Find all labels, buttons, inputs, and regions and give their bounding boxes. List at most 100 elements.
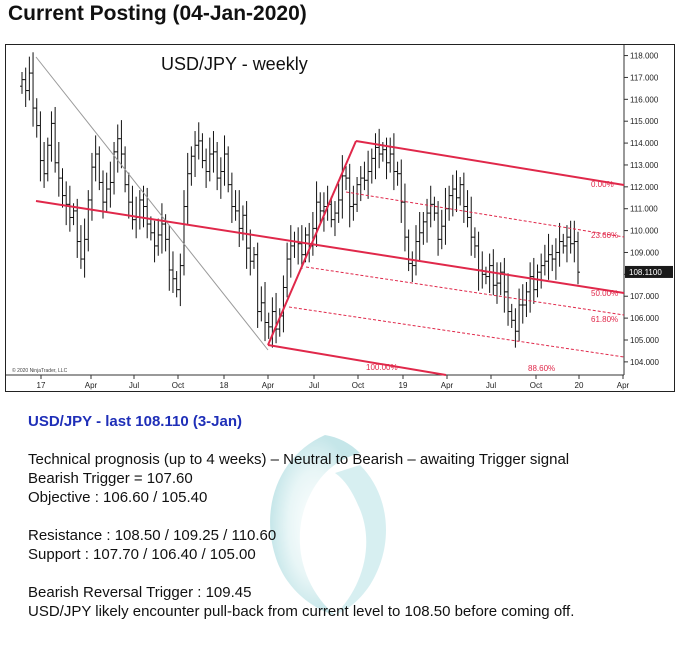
price-bar — [509, 303, 514, 328]
fib-level-label: 50.00% — [591, 289, 618, 298]
x-tick-label: Apr — [85, 381, 98, 390]
price-bar — [506, 273, 511, 326]
price-bar — [362, 161, 367, 191]
x-tick-label: 17 — [37, 381, 46, 390]
price-bar — [270, 297, 275, 348]
price-bar — [410, 251, 415, 283]
price-bar — [377, 128, 382, 169]
prognosis-value: – Neutral to Bearish – awaiting Trigger … — [266, 451, 570, 468]
price-bar — [174, 271, 179, 298]
price-bar — [182, 190, 187, 276]
x-tick-label: Jul — [129, 381, 139, 390]
price-bar — [196, 122, 201, 160]
price-bar — [237, 190, 242, 248]
y-tick-label: 104.000 — [630, 358, 659, 367]
price-bar — [274, 292, 279, 344]
price-bar — [200, 133, 205, 169]
downtrend-guide-line — [35, 56, 269, 351]
x-tick-label: Apr — [617, 381, 630, 390]
price-bar — [240, 205, 245, 241]
fib-level-label: 0.00% — [591, 180, 614, 189]
price-bar — [355, 176, 360, 212]
y-tick-label: 114.000 — [630, 139, 659, 148]
price-bar — [373, 133, 378, 180]
x-tick-label: Apr — [441, 381, 454, 390]
price-bar — [288, 225, 293, 278]
price-bar — [436, 201, 441, 256]
price-bar — [53, 106, 58, 173]
price-bar — [75, 198, 80, 258]
bearish-trigger: Bearish Trigger = 107.60 — [28, 470, 193, 487]
price-bar — [413, 225, 418, 276]
y-tick-label: 118.000 — [630, 52, 659, 61]
price-bar — [251, 247, 256, 269]
price-bar — [483, 266, 488, 285]
fib-level-label: 61.80% — [591, 315, 618, 324]
upper-fork-line — [355, 140, 625, 186]
price-bar — [542, 244, 547, 276]
price-bar — [299, 225, 304, 269]
price-bar — [450, 174, 455, 217]
price-bar — [528, 262, 533, 313]
price-bar — [207, 137, 212, 182]
watermark-logo-icon — [270, 435, 387, 615]
price-bar — [119, 120, 124, 169]
y-tick-label: 106.000 — [630, 314, 659, 323]
price-bar — [340, 155, 345, 219]
y-tick-label: 105.000 — [630, 336, 659, 345]
price-bar — [344, 166, 349, 191]
price-bar — [572, 220, 577, 263]
price-bar — [86, 190, 91, 252]
price-bar — [148, 216, 153, 241]
price-bar — [163, 214, 168, 252]
price-bar — [332, 201, 337, 237]
price-bar — [126, 172, 131, 219]
price-bar — [204, 148, 209, 188]
price-bar — [524, 282, 529, 318]
price-bar — [248, 229, 253, 276]
price-bar — [45, 137, 50, 182]
y-tick-label: 115.000 — [630, 117, 659, 126]
price-bar — [259, 286, 264, 322]
price-bar — [170, 251, 175, 293]
prognosis-line: Technical prognosis (up to 4 weeks) – Ne… — [28, 450, 668, 469]
price-bar — [281, 275, 286, 333]
price-bar — [215, 141, 220, 191]
x-tick-label: 20 — [575, 381, 584, 390]
price-bar — [520, 284, 525, 324]
price-bar — [358, 166, 363, 202]
chart-frame: 104.000105.000106.000107.000108.000109.0… — [5, 44, 675, 392]
price-bar — [513, 308, 518, 348]
price-bar — [391, 133, 396, 191]
price-bar — [314, 181, 319, 248]
outlook-text: USD/JPY likely encounter pull-back from … — [28, 603, 575, 620]
price-bar — [553, 238, 558, 280]
y-tick-label: 109.000 — [630, 248, 659, 257]
y-tick-label: 107.000 — [630, 292, 659, 301]
price-bar — [395, 161, 400, 186]
price-bar — [476, 231, 481, 291]
price-bar — [130, 185, 135, 230]
fib-level-label: 23.60% — [591, 231, 618, 240]
y-tick-label: 110.000 — [630, 227, 659, 236]
x-tick-label: Apr — [262, 381, 275, 390]
x-tick-label: Jul — [486, 381, 496, 390]
price-bar — [185, 152, 190, 226]
price-bar — [421, 212, 426, 245]
price-bar — [211, 131, 216, 173]
pitchfork-handle-line — [267, 140, 357, 346]
price-bar — [472, 227, 477, 258]
price-bar — [443, 187, 448, 245]
price-bar — [60, 168, 65, 208]
price-bar — [93, 135, 98, 182]
price-bar — [296, 227, 301, 265]
x-tick-label: Oct — [172, 381, 185, 390]
y-tick-label: 113.000 — [630, 161, 659, 170]
prognosis-label: Technical prognosis (up to 4 weeks) — [28, 451, 267, 468]
price-bar — [318, 192, 323, 223]
price-bar — [406, 229, 411, 272]
price-bar — [222, 135, 227, 186]
price-chart: 104.000105.000106.000107.000108.000109.0… — [6, 45, 673, 390]
price-bar — [557, 222, 562, 267]
price-bar — [27, 56, 32, 101]
